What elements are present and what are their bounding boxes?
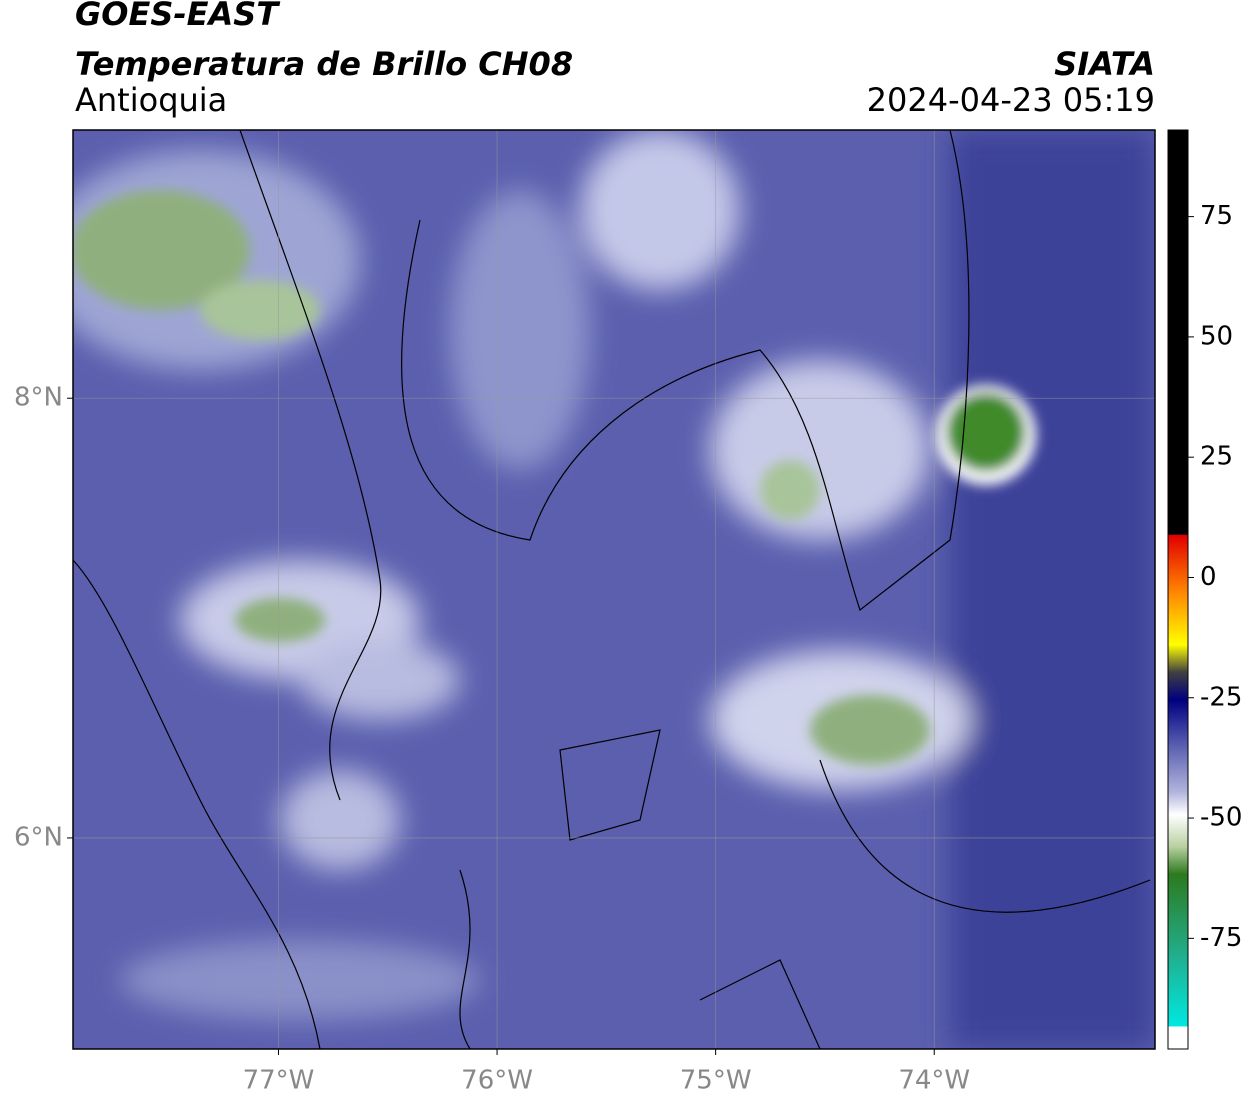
colorbar-tick-label: 25 [1200,442,1233,472]
title: GOES-EAST [75,0,280,33]
x-tick-label: 74°W [898,1066,970,1096]
map-frame [72,129,1156,1050]
subtitle: Temperatura de Brillo CH08 [75,45,573,83]
timestamp: 2024-04-23 05:19 [867,81,1155,119]
colorbar [1167,129,1189,1050]
colorbar-tick-label: -75 [1200,923,1242,953]
source: SIATA [1054,45,1155,83]
map-image [73,130,1155,1049]
x-tick-label: 75°W [680,1066,752,1096]
colorbar-tick-label: 75 [1200,201,1233,231]
y-tick-label: 8°N [14,383,63,413]
colorbar-tick-label: 0 [1200,562,1217,592]
y-tick-label: 6°N [14,822,63,852]
colorbar-tick-label: -25 [1200,682,1242,712]
region: Antioquia [75,81,227,119]
x-tick-label: 76°W [461,1066,533,1096]
colorbar-tick-label: -50 [1200,803,1242,833]
x-tick-label: 77°W [243,1066,315,1096]
colorbar-tick-label: 50 [1200,321,1233,351]
